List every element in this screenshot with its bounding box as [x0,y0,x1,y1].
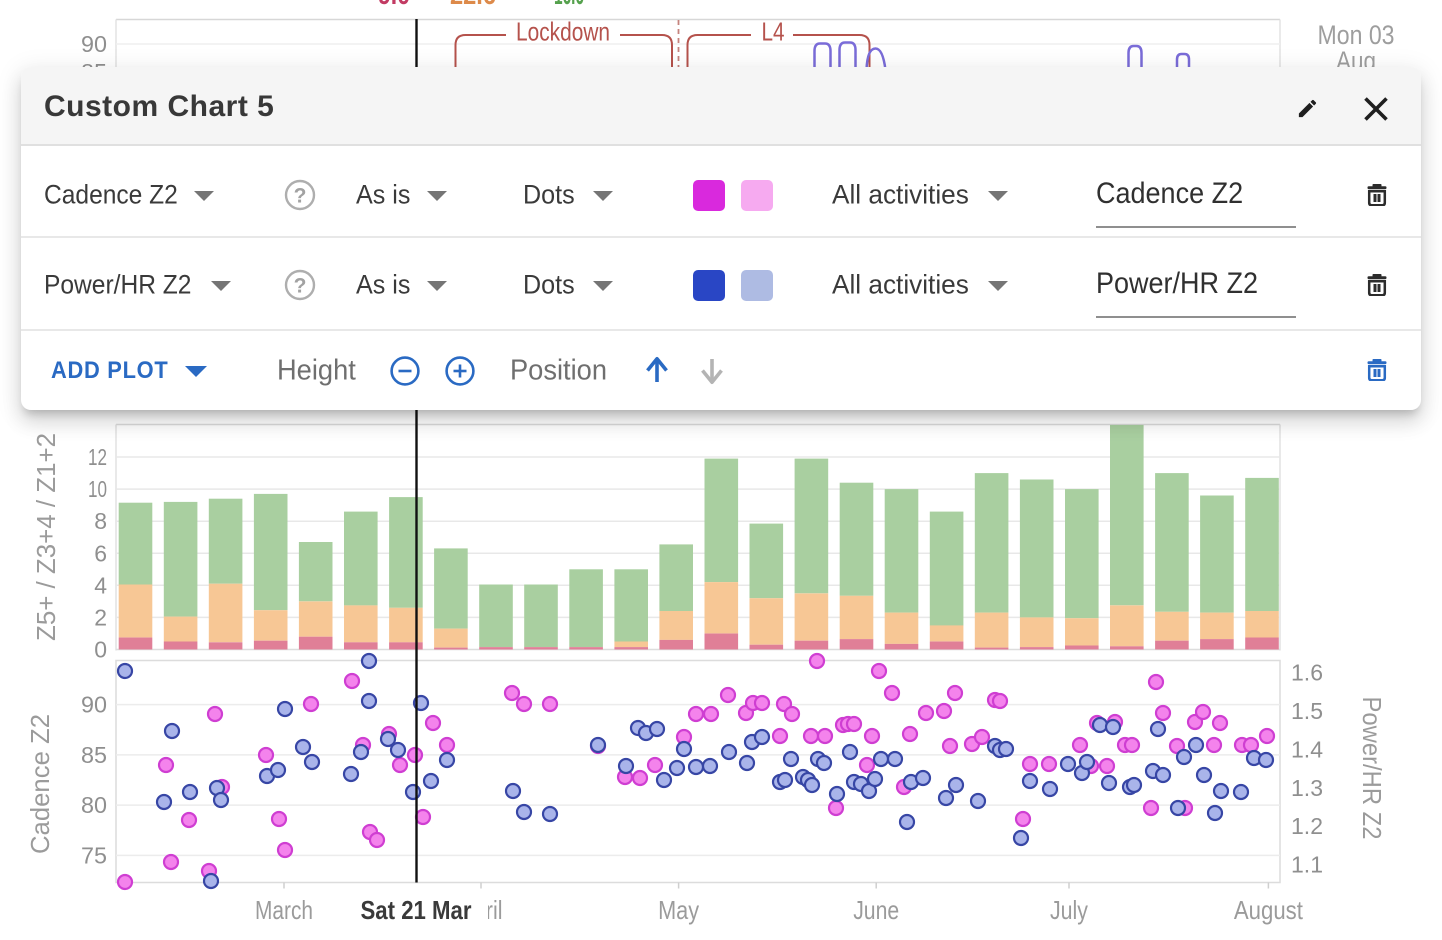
svg-text:?: ? [294,185,307,208]
svg-text:9.0: 9.0 [378,0,410,10]
svg-text:90: 90 [81,692,107,718]
svg-text:10: 10 [88,476,107,502]
svg-text:?: ? [294,275,307,298]
svg-text:Z5+ / Z3+4 / Z1+2: Z5+ / Z3+4 / Z1+2 [31,433,61,641]
svg-text:Sat 21 Mar: Sat 21 Mar [361,895,472,925]
svg-text:August: August [1234,895,1304,925]
svg-text:22.6: 22.6 [450,0,496,10]
svg-text:March: March [255,895,313,925]
svg-text:1.5: 1.5 [1291,698,1323,724]
svg-text:Power/HR Z2: Power/HR Z2 [1357,697,1387,840]
svg-text:July: July [1050,895,1088,925]
svg-text:0: 0 [94,637,107,663]
svg-text:2: 2 [94,604,107,630]
svg-text:6: 6 [94,540,107,566]
svg-text:80: 80 [81,792,107,818]
svg-text:4: 4 [94,572,107,598]
svg-text:1.1: 1.1 [1291,852,1323,878]
svg-text:90: 90 [81,31,107,57]
svg-text:L4: L4 [762,17,785,47]
svg-text:June: June [853,895,899,925]
svg-text:1.2: 1.2 [1291,813,1323,839]
svg-text:May: May [658,895,699,925]
svg-text:Cadence Z2: Cadence Z2 [25,714,55,854]
svg-text:12: 12 [88,444,107,470]
svg-text:75: 75 [81,842,107,868]
svg-text:1.4: 1.4 [1291,736,1323,762]
svg-text:1.3: 1.3 [1291,775,1323,801]
svg-text:Mon 03: Mon 03 [1318,20,1395,50]
svg-text:85: 85 [81,742,107,768]
svg-text:1.6: 1.6 [1291,660,1323,686]
svg-text:Lockdown: Lockdown [516,17,610,47]
svg-text:8: 8 [94,508,107,534]
svg-text:16.6: 16.6 [554,0,584,10]
